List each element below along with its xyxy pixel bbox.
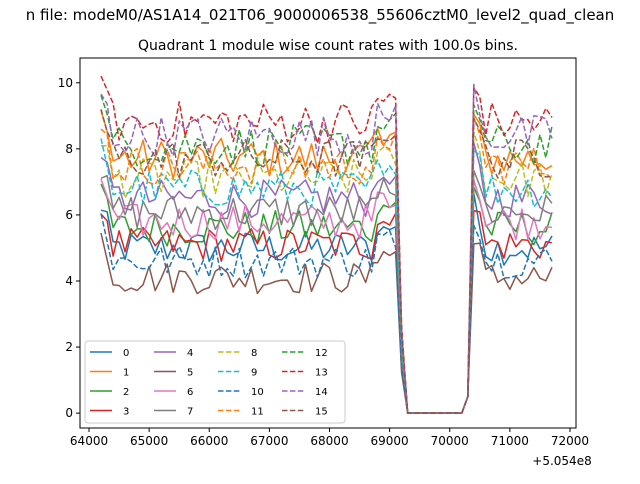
- legend-label-15: 15: [315, 407, 328, 418]
- legend-label-14: 14: [315, 387, 328, 398]
- legend-label-9: 9: [251, 368, 257, 379]
- chart-title: Quadrant 1 module wise count rates with …: [138, 38, 518, 54]
- series-line-5: [100, 232, 553, 414]
- legend-label-4: 4: [187, 348, 193, 359]
- x-tick-label: 70000: [431, 434, 469, 448]
- series-line-4: [100, 141, 553, 414]
- series-line-7: [100, 169, 553, 414]
- legend-frame: [84, 340, 346, 424]
- series-line-10: [100, 213, 553, 414]
- x-tick-label: 71000: [491, 434, 529, 448]
- series-line-14: [100, 83, 553, 414]
- y-tick-label: 0: [65, 406, 73, 420]
- x-offset-label: +5.054e8: [532, 454, 591, 468]
- figure-suptitle: n file: modeM0/AS1A14_021T06_9000006538_…: [26, 6, 615, 25]
- x-tick-label: 65000: [130, 434, 168, 448]
- series-line-6: [100, 178, 553, 414]
- y-axis: 0 2 4 6 8 10: [58, 76, 80, 420]
- y-tick-label: 2: [65, 340, 73, 354]
- legend-label-6: 6: [187, 387, 193, 398]
- series-line-1: [100, 110, 553, 414]
- y-tick-label: 6: [65, 208, 73, 222]
- legend-label-8: 8: [251, 348, 257, 359]
- legend-label-0: 0: [123, 348, 129, 359]
- series-line-9: [100, 138, 553, 414]
- series-line-3: [100, 209, 553, 414]
- legend-label-7: 7: [187, 407, 193, 418]
- y-tick-label: 10: [58, 76, 73, 90]
- legend-label-12: 12: [315, 348, 328, 359]
- y-tick-label: 4: [65, 274, 73, 288]
- series-line-15: [100, 109, 553, 414]
- legend-label-5: 5: [187, 368, 193, 379]
- y-tick-label: 8: [65, 142, 73, 156]
- x-tick-label: 68000: [310, 434, 348, 448]
- x-axis: 64000 65000 66000 67000 68000 69000 70000 71000…: [70, 428, 589, 448]
- plot-frame: [79, 57, 577, 429]
- legend-label-3: 3: [123, 407, 129, 418]
- legend-label-1: 1: [123, 368, 129, 379]
- legend-label-13: 13: [315, 368, 328, 379]
- x-tick-label: 72000: [551, 434, 589, 448]
- legend-label-2: 2: [123, 387, 129, 398]
- x-tick-label: 67000: [250, 434, 288, 448]
- x-tick-label: 69000: [371, 434, 409, 448]
- series-lines: [100, 75, 553, 414]
- legend-label-11: 11: [251, 407, 264, 418]
- series-line-13: [100, 75, 553, 414]
- legend-label-10: 10: [251, 387, 264, 398]
- x-tick-label: 66000: [190, 434, 228, 448]
- x-tick-label: 64000: [70, 434, 108, 448]
- series-line-0: [100, 192, 553, 414]
